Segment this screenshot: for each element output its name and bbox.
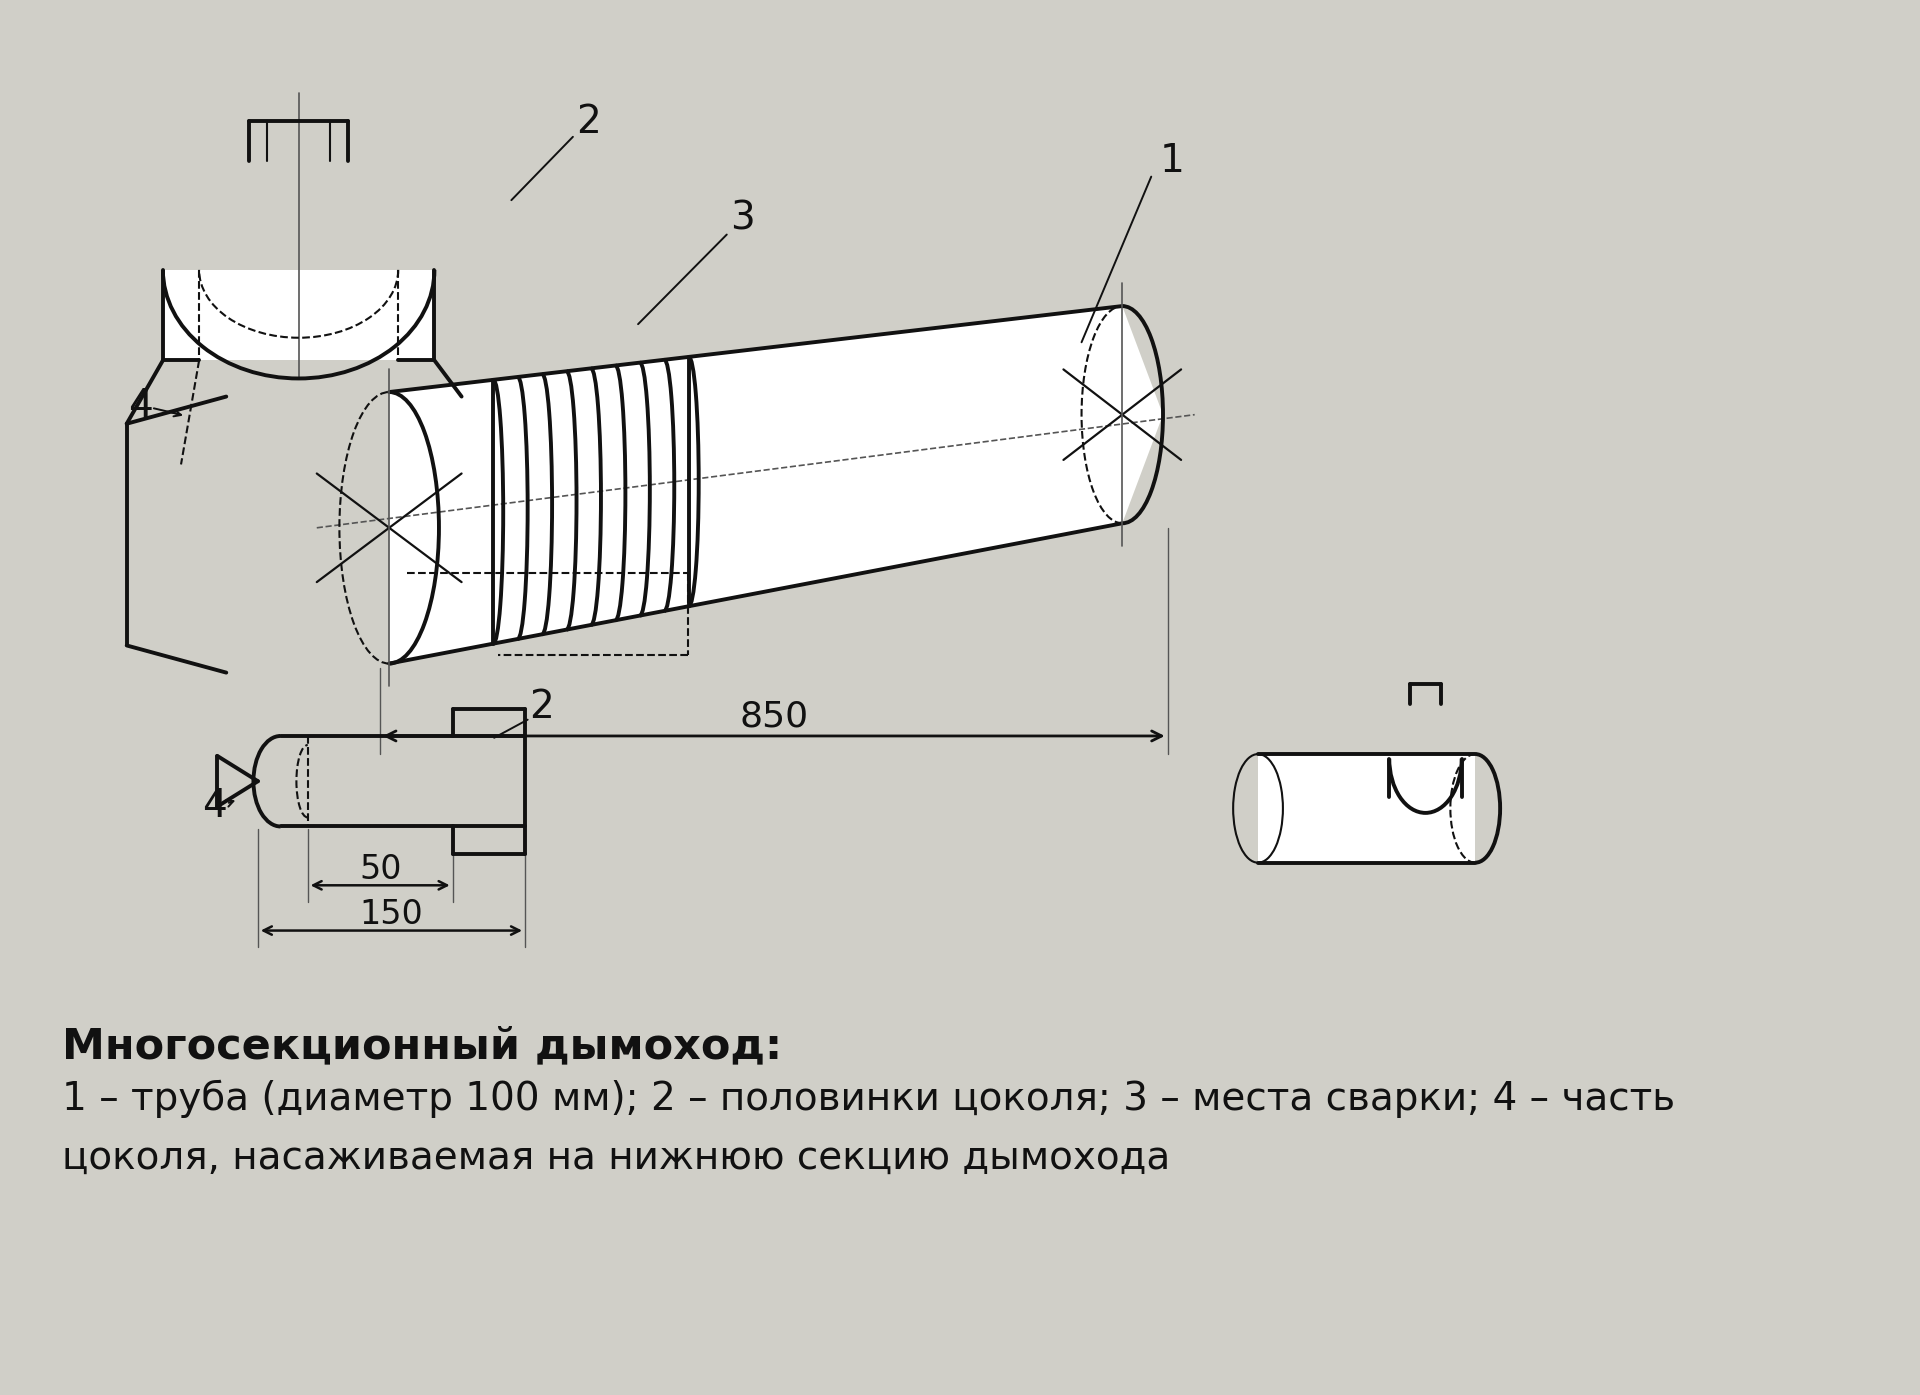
Text: 850: 850 [739,699,808,732]
Text: 3: 3 [730,199,755,237]
Polygon shape [390,306,1123,664]
Text: 150: 150 [359,898,422,930]
Polygon shape [1081,306,1164,523]
Text: 2: 2 [528,688,553,725]
Text: Многосекционный дымоход:: Многосекционный дымоход: [61,1025,781,1067]
Text: 50: 50 [359,852,401,886]
Text: 2: 2 [576,103,601,141]
Text: 4: 4 [202,787,227,824]
Text: 4: 4 [129,386,154,424]
Text: цоколя, насаживаемая на нижнюю секцию дымохода: цоколя, насаживаемая на нижнюю секцию ды… [61,1138,1169,1177]
Text: 1 – труба (диаметр 100 мм); 2 – половинки цоколя; 3 – места сварки; 4 – часть: 1 – труба (диаметр 100 мм); 2 – половинк… [61,1080,1674,1119]
Text: 1: 1 [1160,142,1185,180]
Polygon shape [163,269,434,360]
Polygon shape [1258,755,1475,862]
